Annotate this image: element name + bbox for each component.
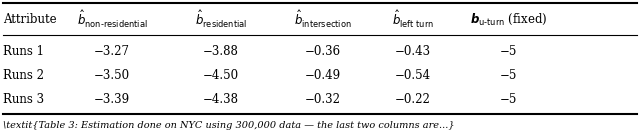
Text: −3.50: −3.50 xyxy=(94,69,130,82)
Text: −4.50: −4.50 xyxy=(203,69,239,82)
Text: −3.88: −3.88 xyxy=(203,45,239,58)
Text: −0.49: −0.49 xyxy=(305,69,341,82)
Text: −4.38: −4.38 xyxy=(203,93,239,106)
Text: $\boldsymbol{b}_{\mathrm{u\text{-}turn}}$ (fixed): $\boldsymbol{b}_{\mathrm{u\text{-}turn}}… xyxy=(470,12,547,27)
Text: $\hat{b}_{\mathrm{residential}}$: $\hat{b}_{\mathrm{residential}}$ xyxy=(195,9,247,30)
Text: −0.54: −0.54 xyxy=(395,69,431,82)
Text: −3.39: −3.39 xyxy=(94,93,130,106)
Text: −5: −5 xyxy=(500,69,518,82)
Text: −5: −5 xyxy=(500,45,518,58)
Text: $\hat{b}_{\mathrm{intersection}}$: $\hat{b}_{\mathrm{intersection}}$ xyxy=(294,9,352,30)
Text: −3.27: −3.27 xyxy=(94,45,130,58)
Text: $\hat{b}_{\mathrm{left\ turn}}$: $\hat{b}_{\mathrm{left\ turn}}$ xyxy=(392,9,434,30)
Text: −5: −5 xyxy=(500,93,518,106)
Text: Runs 2: Runs 2 xyxy=(3,69,44,82)
Text: −0.22: −0.22 xyxy=(395,93,431,106)
Text: Runs 3: Runs 3 xyxy=(3,93,44,106)
Text: Attribute: Attribute xyxy=(3,13,57,26)
Text: −0.36: −0.36 xyxy=(305,45,341,58)
Text: Runs 1: Runs 1 xyxy=(3,45,44,58)
Text: −0.32: −0.32 xyxy=(305,93,341,106)
Text: $\hat{b}_{\mathrm{non\text{-}residential}}$: $\hat{b}_{\mathrm{non\text{-}residential… xyxy=(77,9,147,30)
Text: \textit{Table 3: Estimation done on NYC using 300,000 data — the last two column: \textit{Table 3: Estimation done on NYC … xyxy=(3,121,455,130)
Text: −0.43: −0.43 xyxy=(395,45,431,58)
